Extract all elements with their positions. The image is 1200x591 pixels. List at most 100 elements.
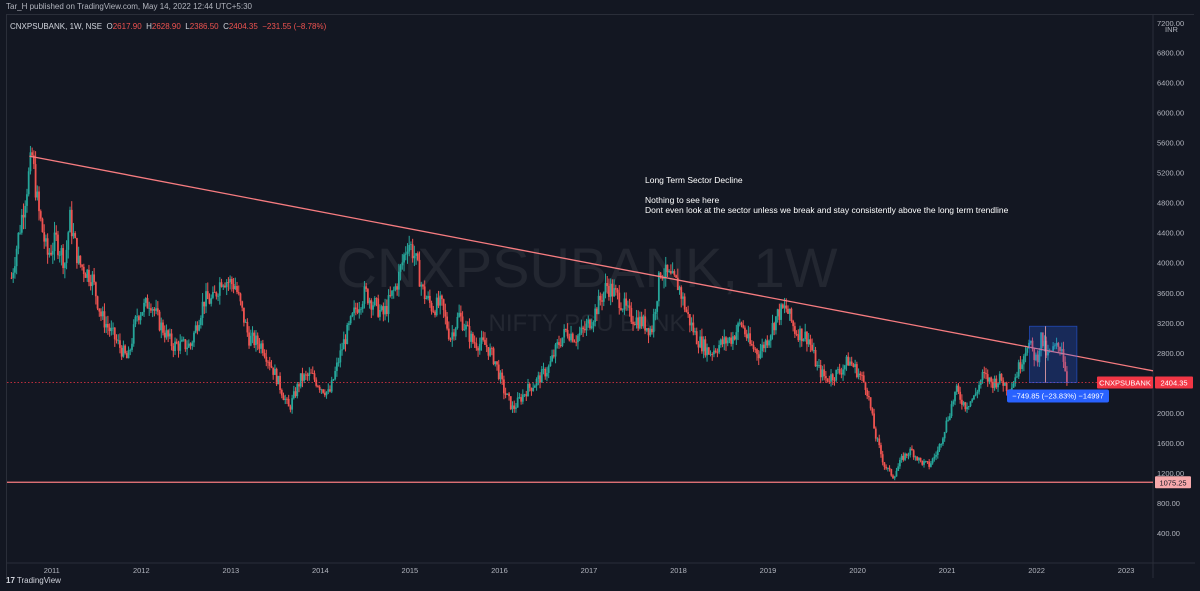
candle-body — [282, 395, 285, 401]
candle-body — [554, 344, 557, 357]
candle-body — [632, 321, 634, 325]
candle-body — [737, 323, 739, 333]
candle-body — [360, 308, 362, 310]
candle-body — [401, 262, 404, 266]
candle-body — [227, 282, 230, 283]
candle-body — [1041, 332, 1044, 347]
candle-body — [439, 295, 442, 306]
candle-body — [855, 364, 858, 378]
candle-body — [997, 383, 999, 388]
candle-body — [39, 211, 42, 219]
candle-body — [854, 364, 857, 368]
candle-body — [163, 332, 166, 338]
candle-body — [664, 264, 667, 278]
candle-body — [325, 391, 328, 396]
candle-body — [1057, 343, 1060, 347]
candle-body — [341, 349, 343, 351]
candle-body — [814, 349, 817, 367]
candle-body — [821, 369, 824, 378]
candle-body — [583, 329, 586, 331]
candle-body — [446, 316, 448, 329]
candle-body — [489, 348, 492, 356]
candle-body — [973, 395, 975, 400]
candle-body — [540, 369, 543, 383]
candle-body — [208, 298, 211, 304]
candle-body — [349, 316, 352, 324]
candle-body — [849, 361, 851, 366]
candle-body — [418, 259, 421, 287]
candle-body — [435, 297, 438, 316]
candle-body — [816, 365, 819, 367]
candle-body — [196, 325, 199, 331]
candle-body — [101, 311, 104, 317]
candle-body — [888, 467, 891, 470]
candle-body — [900, 455, 903, 460]
candle-body — [602, 292, 605, 302]
annotation-note[interactable]: Long Term Sector Decline Nothing to see … — [645, 175, 1008, 215]
candle-body — [220, 282, 223, 287]
candle-body — [100, 311, 102, 317]
candle-body — [806, 331, 808, 345]
candle-body — [484, 339, 486, 345]
candle-body — [537, 375, 540, 380]
candle-body — [904, 453, 906, 460]
candle-body — [911, 448, 913, 451]
candle-body — [139, 315, 142, 321]
candle-body — [10, 277, 13, 279]
tradingview-brand: TradingView — [16, 576, 61, 585]
candle-body — [666, 264, 669, 273]
candle-body — [81, 264, 83, 267]
candle-body — [637, 317, 640, 329]
candle-body — [160, 322, 163, 331]
x-tick-label: 2014 — [312, 566, 329, 575]
candle-body — [212, 292, 214, 298]
candle-body — [620, 308, 622, 310]
candle-body — [478, 343, 481, 351]
candle-body — [299, 373, 302, 387]
candle-body — [659, 272, 662, 277]
candle-body — [809, 339, 812, 345]
candle-body — [936, 450, 939, 456]
candle-body — [354, 307, 357, 310]
candle-body — [399, 265, 402, 272]
candle-body — [105, 323, 108, 328]
candle-body — [461, 316, 464, 330]
candle-body — [506, 393, 509, 395]
candle-body — [577, 335, 579, 343]
tradingview-logo[interactable]: 17 TradingView — [6, 574, 61, 587]
candle-body — [738, 322, 741, 324]
candle-body — [735, 332, 738, 340]
candle-body — [802, 339, 805, 342]
candle-body — [618, 292, 621, 309]
candle-body — [184, 339, 187, 350]
candle-body — [1024, 352, 1027, 357]
candle-body — [762, 344, 765, 349]
candle-body — [137, 316, 140, 321]
candle-body — [731, 336, 734, 344]
candle-body — [34, 164, 37, 198]
candle-body — [811, 344, 813, 351]
chart-frame[interactable]: CNXPSUBANK, 1W NIFTY PSU BANK 400.00 800.00… — [6, 14, 1195, 579]
candle-body — [694, 331, 696, 333]
candle-body — [570, 333, 572, 341]
candle-body — [263, 353, 266, 357]
y-tick-label: 6800.00 — [1157, 49, 1184, 58]
candle-body — [148, 308, 151, 310]
candle-body — [335, 362, 338, 372]
candle-body — [1029, 340, 1032, 343]
candle-body — [702, 339, 705, 352]
candle-body — [1014, 377, 1017, 384]
candle-body — [783, 305, 786, 308]
candle-body — [327, 389, 330, 392]
candle-body — [769, 335, 772, 341]
candle-body — [833, 380, 836, 381]
candle-body — [38, 191, 40, 212]
candle-body — [177, 343, 180, 351]
candle-body — [668, 271, 671, 273]
candle-body — [539, 375, 541, 383]
candle-body — [198, 324, 201, 331]
candle-body — [892, 475, 894, 479]
candle-body — [768, 340, 770, 346]
candle-body — [12, 272, 15, 278]
